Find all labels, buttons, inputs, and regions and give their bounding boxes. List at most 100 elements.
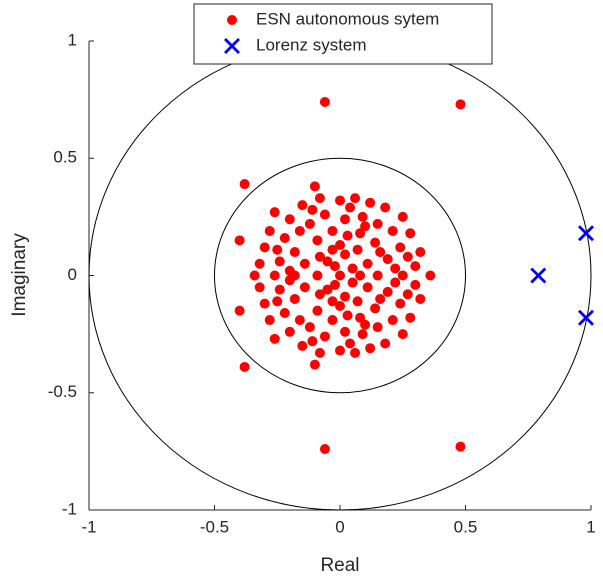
dot [304, 322, 315, 333]
dot [342, 310, 353, 321]
dot [269, 207, 280, 218]
dot [304, 218, 315, 229]
dot [274, 256, 285, 267]
dot [289, 293, 300, 304]
dot [289, 270, 300, 281]
dot [322, 284, 333, 295]
dot [370, 303, 381, 314]
dot [314, 289, 325, 300]
dot [347, 277, 358, 288]
dot [340, 326, 351, 337]
dot [340, 214, 351, 225]
dot [254, 258, 265, 269]
dot [319, 444, 330, 455]
dot [312, 305, 323, 316]
dot [297, 200, 308, 211]
y-tick-label: 0 [68, 265, 77, 284]
dot [342, 230, 353, 241]
dot [360, 319, 371, 330]
dot [370, 237, 381, 248]
dot [289, 247, 300, 258]
dot [249, 270, 260, 281]
dot [279, 308, 290, 319]
dot [314, 193, 325, 204]
dot [254, 282, 265, 293]
dot [319, 209, 330, 220]
dot [335, 300, 345, 311]
dot [294, 225, 305, 236]
dot [345, 202, 356, 213]
dot [390, 277, 401, 288]
dot [415, 247, 426, 258]
dot [329, 261, 340, 272]
dot [259, 242, 270, 253]
dot [335, 240, 345, 251]
dot [350, 193, 361, 204]
dot [355, 270, 366, 281]
dot [357, 329, 368, 340]
dot [312, 270, 323, 281]
dot [327, 244, 338, 255]
y-tick-label: 0.5 [53, 148, 77, 167]
dot [239, 361, 250, 372]
dot [375, 293, 386, 304]
x-marker [530, 267, 547, 284]
dot [312, 235, 323, 246]
dot [397, 211, 408, 222]
dot [314, 347, 325, 358]
dot [365, 343, 376, 354]
y-tick-label: -1 [62, 499, 77, 518]
dot [387, 225, 398, 236]
x-marker [224, 38, 240, 54]
x-marker-stroke [224, 38, 240, 54]
x-tick-label: -0.5 [200, 517, 229, 536]
dot [335, 195, 345, 206]
legend-label: Lorenz system [256, 35, 367, 54]
dot [355, 312, 366, 323]
dot [309, 181, 320, 192]
dot [355, 228, 366, 239]
dot [397, 329, 408, 340]
dot [309, 359, 320, 370]
dot [352, 296, 363, 307]
dot [382, 286, 393, 297]
dot [352, 244, 363, 255]
x-marker [577, 309, 594, 326]
dot [322, 256, 333, 267]
dot [372, 218, 383, 229]
dot [380, 338, 391, 349]
dot [284, 326, 295, 337]
x-tick-label: 1 [586, 517, 595, 536]
dot [395, 242, 406, 253]
dot [405, 312, 416, 323]
x-axis-label: Real [320, 555, 359, 576]
y-tick-label: -0.5 [48, 382, 77, 401]
dot [279, 232, 290, 243]
dot [362, 282, 373, 293]
dot [327, 315, 338, 326]
dot [372, 322, 383, 333]
dot [375, 247, 386, 258]
dot [382, 254, 393, 265]
dot [350, 347, 361, 358]
dot [319, 96, 330, 107]
x-tick-label: 0 [335, 517, 344, 536]
dot [387, 315, 398, 326]
dot [259, 298, 270, 309]
dot [264, 225, 275, 236]
dot [239, 179, 250, 190]
dot [365, 197, 376, 208]
dot [410, 261, 421, 272]
y-tick-label: 1 [68, 30, 77, 49]
dot [269, 270, 280, 281]
dot [390, 263, 401, 274]
dot [272, 244, 283, 255]
dot [327, 225, 338, 236]
x-marker-stroke [530, 267, 547, 284]
dot [269, 333, 280, 344]
dot [284, 214, 295, 225]
dot [299, 282, 310, 293]
x-marker-stroke [577, 225, 594, 242]
dot [319, 331, 330, 342]
